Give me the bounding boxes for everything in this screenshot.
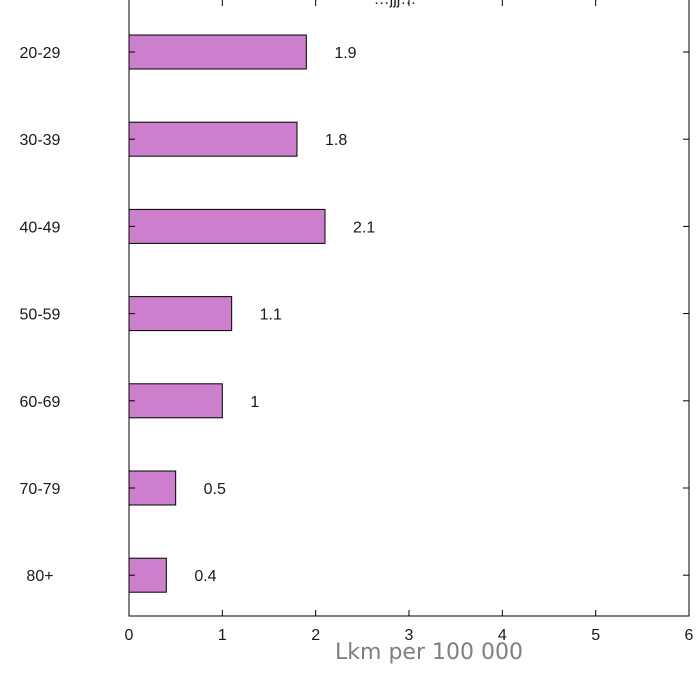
x-ticks-group: [128, 0, 690, 616]
bar-80+: [128, 557, 167, 593]
category-label-20-29: 20-29: [20, 45, 61, 62]
category-label-80+: 80+: [26, 568, 53, 585]
data-label-80+: 0.4: [194, 568, 216, 585]
data-label-50-59: 1.1: [260, 307, 282, 324]
x-tick-labels-group: 0 1 2 3 4 5 6: [125, 627, 694, 644]
data-label-40-49: 2.1: [353, 219, 375, 236]
data-label-30-39: 1.8: [325, 132, 347, 149]
data-label-70-79: 0.5: [204, 481, 226, 498]
x-tick-label-1: 1: [218, 627, 227, 644]
x-axis-title: Lkm per 100 000: [335, 640, 523, 665]
bar-20-29: [128, 34, 307, 70]
x-tick-label-0: 0: [125, 627, 134, 644]
bar-30-39: [128, 121, 298, 157]
category-label-50-59: 50-59: [20, 307, 61, 324]
y-ticks-group: [129, 51, 689, 576]
x-tick-label-2: 2: [311, 627, 320, 644]
category-labels-group: 20-29 30-39 40-49 50-59 60-69 70-79 80+: [20, 45, 61, 585]
x-tick-label-6: 6: [685, 627, 694, 644]
data-label-20-29: 1.9: [334, 45, 356, 62]
bar-70-79: [128, 470, 177, 506]
bars-group: [128, 34, 326, 593]
x-tick-label-4: 4: [498, 627, 507, 644]
category-label-60-69: 60-69: [20, 394, 61, 411]
data-labels-group: 1.9 1.8 2.1 1.1 1 0.5 0.4: [194, 45, 375, 585]
data-label-60-69: 1: [250, 394, 259, 411]
bar-40-49: [128, 208, 326, 244]
bar-60-69: [128, 383, 223, 419]
x-tick-label-5: 5: [591, 627, 600, 644]
bar-50-59: [128, 296, 233, 332]
chart-title-fragment: …jjj…: [374, 0, 417, 8]
x-tick-label-3: 3: [405, 627, 414, 644]
category-label-40-49: 40-49: [20, 219, 61, 236]
category-label-70-79: 70-79: [20, 481, 61, 498]
category-label-30-39: 30-39: [20, 132, 61, 149]
